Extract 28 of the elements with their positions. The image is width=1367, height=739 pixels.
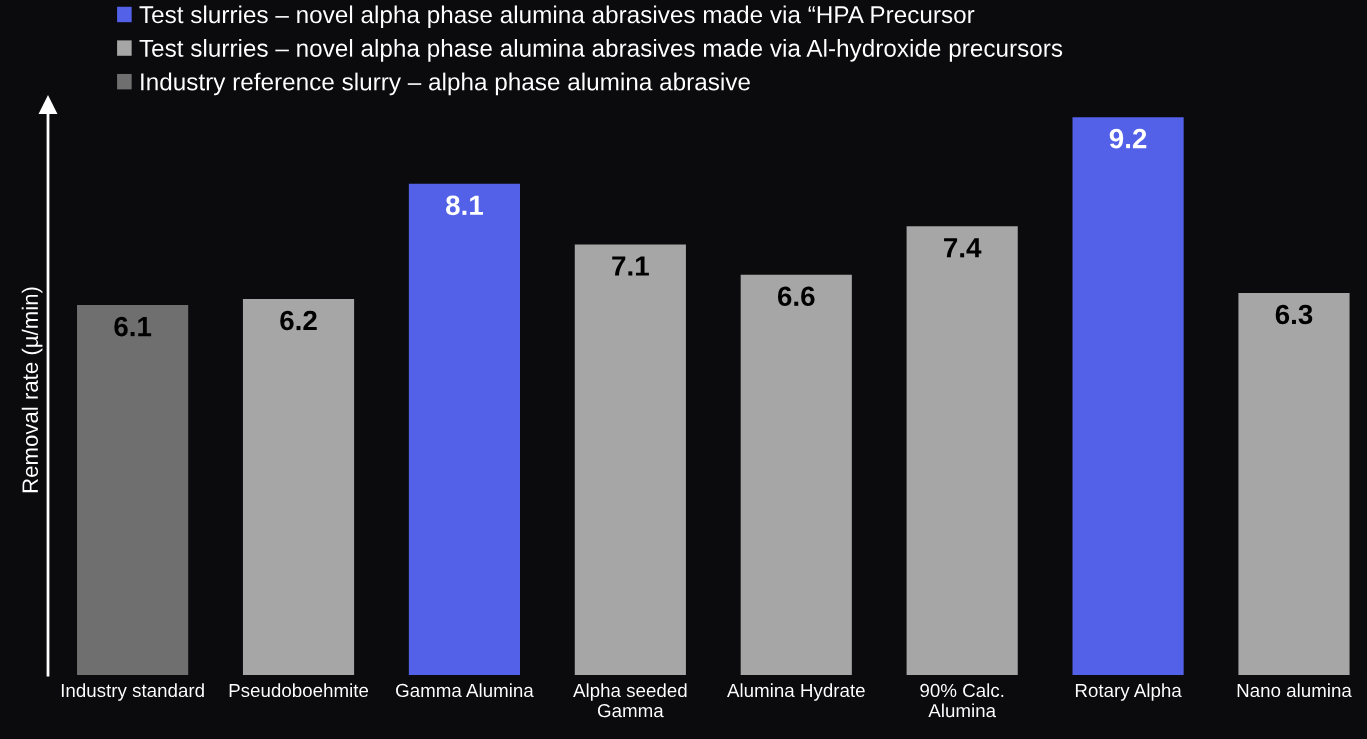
legend-label: Test slurries – novel alpha phase alumina abrasives made via Al-hydroxide precursors: [139, 39, 1063, 62]
data-label: 8.1: [446, 195, 483, 216]
x-tick-label: Industry standard: [61, 683, 204, 701]
data-label: 6.3: [1275, 304, 1313, 325]
bar: [1072, 117, 1184, 675]
data-label: 7.4: [944, 238, 982, 258]
legend-label: Test slurries – novel alpha phase alumina abrasives made via “HPA Precursor: [139, 5, 975, 29]
x-tick-label: Pseudoboehmite: [229, 683, 369, 698]
bar: [906, 226, 1018, 675]
x-tick-label: 90% Calc. Alumina: [920, 683, 1004, 718]
x-tick-label: Gamma Alumina: [396, 683, 534, 698]
data-label: 9.2: [1109, 128, 1147, 149]
bar: [242, 299, 355, 675]
x-tick-label: Alpha seeded Gamma: [573, 683, 687, 718]
y-axis-title: Removal rate (µ/min): [21, 287, 43, 493]
x-tick-label: Nano alumina: [1237, 683, 1352, 698]
x-tick-label: Alumina Hydrate: [727, 683, 865, 701]
data-label: 7.1: [612, 256, 649, 276]
data-label: 6.2: [280, 310, 317, 331]
bar: [574, 244, 686, 675]
bar: [740, 274, 852, 675]
x-tick-label: Rotary Alpha: [1075, 683, 1182, 701]
bar: [408, 183, 521, 675]
bar: [1238, 292, 1350, 675]
legend-label: Industry reference slurry – alpha phase alumina abrasive: [141, 72, 750, 96]
data-label: 6.1: [114, 316, 152, 337]
data-label: 6.6: [777, 286, 815, 307]
bar: [77, 305, 189, 675]
